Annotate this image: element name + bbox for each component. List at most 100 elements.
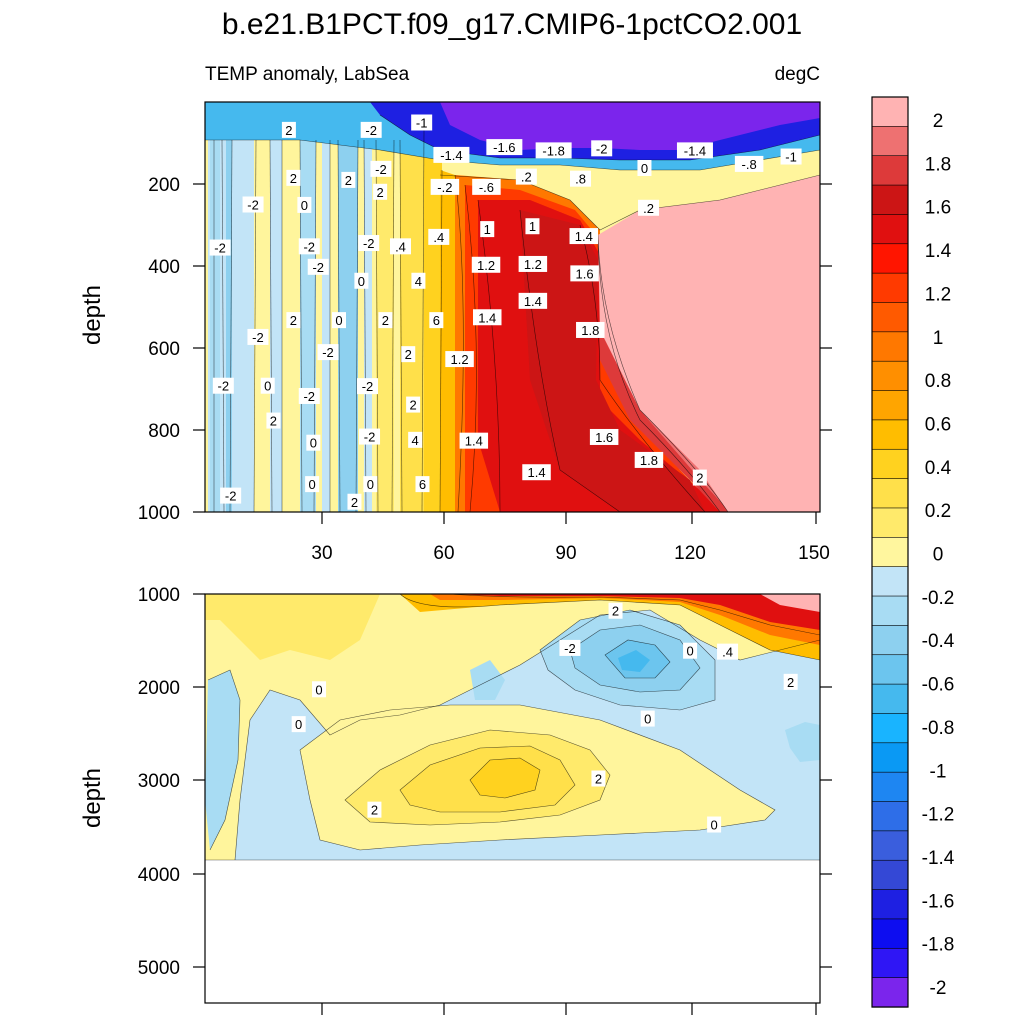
colorbar-label: -0.8 (922, 718, 955, 739)
contour-label: 0 (331, 312, 346, 329)
contour-label-text: -2 (252, 330, 264, 345)
contour-label-text: -2 (247, 198, 259, 213)
lower-y-tick-label: 2000 (138, 678, 180, 699)
colorbar-swatch (871, 155, 909, 186)
contour-label: 0 (354, 272, 369, 289)
contour-label-box (220, 487, 242, 504)
contour-label: 2 (286, 312, 301, 329)
contour-label-box (515, 168, 537, 185)
contour-label: 1.4 (522, 464, 551, 481)
contour-label: -2 (591, 140, 613, 157)
colorbar-label: -1.6 (922, 891, 955, 912)
lower-contour-labels: 2 -2 0 .4 2 0 0 0 2 2 0 (291, 602, 798, 833)
contour-label-box (459, 432, 489, 449)
contour-label: 2 (266, 412, 281, 429)
contour-label-text: .4 (722, 645, 733, 660)
contour-label: -2 (209, 239, 231, 256)
contour-label-text: 2 (612, 604, 619, 619)
contour-label: -2 (298, 387, 320, 404)
contour-label: .8 (570, 170, 592, 187)
contour-label: -1.4 (433, 146, 470, 163)
contour-label: 2 (367, 801, 382, 818)
contour-label-box (480, 221, 495, 238)
contour-label-box (354, 272, 369, 289)
upper-cold-stripe (270, 102, 282, 512)
colorbar-swatch (871, 478, 909, 509)
lower-fill-layer (205, 594, 820, 1003)
contour-label: 1.4 (472, 309, 502, 326)
contour-label: 2 (378, 312, 393, 329)
colorbar-swatch (871, 742, 909, 773)
colorbar-swatch (871, 448, 909, 480)
contour-label-text: 1.4 (575, 229, 593, 244)
colorbar-label: 1.6 (925, 198, 951, 219)
contour-label-text: 1.2 (524, 257, 542, 272)
upper-contour-line (375, 139, 379, 512)
contour-label-text: 0 (264, 379, 271, 394)
upper-x-axis: 30 60 90 120 150 (311, 512, 830, 564)
contour-label-text: 2 (270, 414, 277, 429)
colorbar-swatch (871, 683, 909, 715)
upper-contour-line (519, 209, 621, 512)
upper-contour-line (439, 169, 443, 512)
contour-label: .4 (389, 238, 411, 255)
contour-label-box (360, 121, 382, 138)
colorbar-label: -2 (930, 978, 947, 999)
contour-label: -.8 (734, 155, 764, 172)
contour-label: 1.8 (634, 451, 664, 468)
upper-cold-stripe (322, 102, 330, 512)
contour-label: 1.8 (576, 321, 605, 338)
contour-label-text: 0 (295, 717, 302, 732)
contour-label-text: 4 (415, 274, 422, 289)
colorbar-swatch (871, 947, 909, 979)
lower-contour-line (399, 745, 576, 813)
contour-label-box (363, 476, 378, 493)
contour-label-text: -2 (365, 123, 377, 138)
contour-label: 2 (401, 346, 416, 363)
contour-label-text: -1.4 (440, 148, 462, 163)
upper-y-tick-label: 400 (148, 257, 180, 278)
contour-label: 2 (783, 673, 798, 690)
contour-label: 1.2 (471, 256, 501, 273)
contour-label-box (518, 255, 548, 272)
contour-label: .4 (717, 643, 739, 660)
contour-label: 2 (591, 770, 606, 787)
lower-contour-line (469, 757, 541, 799)
contour-label-box (408, 431, 423, 448)
contour-label-box (401, 346, 416, 363)
upper-contour-line (477, 199, 501, 512)
colorbar-label: 0.2 (925, 501, 951, 522)
colorbar-label: 1.8 (925, 154, 951, 175)
contour-label: -2 (212, 377, 234, 394)
lower-contour-line (399, 594, 820, 661)
contour-label-text: 1 (484, 222, 491, 237)
contour-label-text: -2 (564, 641, 576, 656)
lower-contour-line (207, 669, 241, 851)
upper-warm-stripe (400, 102, 424, 512)
colorbar-swatch (871, 625, 909, 656)
contour-label-box (471, 256, 501, 273)
lower-y-tick-label: 3000 (138, 771, 180, 792)
lower-warm-patch (205, 594, 380, 660)
contour-label-box (367, 801, 382, 818)
contour-label-box (591, 140, 613, 157)
contour-label: 4 (408, 431, 423, 448)
x-tick-label: 30 (311, 543, 332, 564)
lower-contour-line (234, 609, 820, 861)
lower-y-tick-label: 1000 (138, 585, 180, 606)
contour-label-text: .2 (521, 170, 532, 185)
contour-label: 0 (637, 160, 652, 177)
contour-label: -2 (358, 235, 380, 252)
upper-contour-line (221, 139, 225, 512)
colorbar-swatch (871, 184, 909, 216)
contour-label: -2 (307, 258, 329, 275)
contour-label-box (676, 142, 713, 159)
contour-label: .2 (515, 168, 537, 185)
lower-cold-patch (470, 660, 505, 700)
contour-label-box (640, 710, 655, 727)
contour-label: 1.4 (518, 292, 548, 309)
contour-label-text: -2 (596, 141, 608, 156)
contour-label-box (291, 716, 306, 733)
lower-contour-line (569, 624, 701, 693)
contour-label-text: 2 (290, 171, 297, 186)
